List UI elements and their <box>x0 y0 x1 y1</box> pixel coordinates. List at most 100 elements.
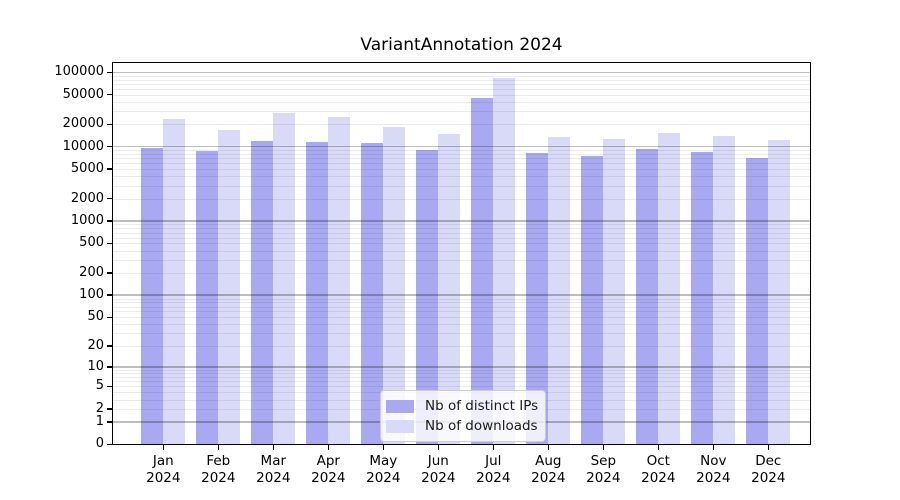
gridline-major <box>113 294 810 296</box>
y-axis-tick <box>106 145 113 148</box>
bar-distinct-ips-apr <box>306 141 329 445</box>
x-tick-label: Jan 2024 <box>131 453 195 487</box>
x-tick-label-year: 2024 <box>201 470 236 487</box>
bar-distinct-ips-aug <box>526 153 549 445</box>
y-axis-tick <box>106 272 113 274</box>
bar-distinct-ips-jan <box>141 148 164 445</box>
gridline-minor <box>113 153 810 155</box>
x-tick-label-year: 2024 <box>366 470 401 487</box>
y-axis-tick <box>106 294 113 296</box>
gridline-minor <box>113 272 810 274</box>
gridline-minor <box>113 369 810 371</box>
gridline-minor <box>113 111 810 113</box>
y-tick-label: 50 <box>87 309 104 325</box>
bar-distinct-ips-sep <box>581 155 604 445</box>
bar-downloads-aug <box>548 136 571 445</box>
x-tick-label-month: Sep <box>590 453 617 470</box>
bar-distinct-ips-jun <box>416 150 439 445</box>
gridline-minor <box>113 302 810 304</box>
x-tick-label-month: May <box>369 453 398 470</box>
bar-downloads-jun <box>438 133 461 445</box>
gridline-minor <box>113 306 810 308</box>
y-axis-tick <box>106 408 113 410</box>
y-axis-tick <box>106 385 113 388</box>
legend-label-downloads: Nb of downloads <box>425 418 538 434</box>
gridline-minor <box>113 381 810 383</box>
x-tick-label-year: 2024 <box>311 470 346 487</box>
gridline-minor <box>113 150 810 152</box>
x-axis-tick <box>767 445 770 451</box>
gridline-major <box>113 220 810 222</box>
x-tick-label-year: 2024 <box>696 470 731 487</box>
x-axis-tick <box>272 445 275 451</box>
x-axis-tick <box>602 445 605 451</box>
x-tick-label: Mar 2024 <box>241 453 305 487</box>
gridline-minor <box>113 228 810 230</box>
x-tick-label: Dec 2024 <box>736 453 800 487</box>
bar-downloads-may <box>383 126 406 445</box>
gridline-minor <box>113 176 810 178</box>
bar-distinct-ips-mar <box>251 140 274 445</box>
gridline-minor <box>113 224 810 226</box>
bar-downloads-feb <box>218 129 241 445</box>
gridline-minor <box>113 101 810 103</box>
y-tick-label: 20000 <box>62 116 104 132</box>
x-axis-tick <box>327 445 330 451</box>
y-axis-tick <box>106 443 113 446</box>
gridline-minor <box>113 88 810 90</box>
gridline-minor <box>113 386 810 388</box>
y-axis-tick <box>106 316 113 318</box>
legend-label-distinct-ips: Nb of distinct IPs <box>425 398 539 414</box>
x-tick-label-year: 2024 <box>421 470 456 487</box>
y-tick-label: 10 <box>87 358 104 374</box>
gridline-minor <box>113 75 810 77</box>
bar-distinct-ips-feb <box>196 150 219 445</box>
x-tick-label-year: 2024 <box>146 470 181 487</box>
x-axis-tick <box>437 445 440 451</box>
y-tick-label: 100 <box>79 287 104 303</box>
gridline-minor <box>113 243 810 245</box>
y-tick-label: 100000 <box>54 64 104 80</box>
x-tick-label: May 2024 <box>351 453 415 487</box>
x-tick-label-month: Jul <box>485 453 502 470</box>
y-tick-label: 200 <box>79 264 104 280</box>
x-tick-label-month: Dec <box>755 453 782 470</box>
gridline-major <box>113 71 810 74</box>
y-tick-label: 2 <box>95 400 104 416</box>
gridline-minor <box>113 185 810 187</box>
gridline-minor <box>113 94 810 96</box>
x-tick-label-year: 2024 <box>586 470 621 487</box>
gridline-minor <box>113 259 810 261</box>
gridline-minor <box>113 317 810 319</box>
y-tick-label: 5000 <box>70 161 104 177</box>
y-axis-tick <box>106 242 113 245</box>
x-tick-label: Apr 2024 <box>296 453 360 487</box>
gridline-major <box>113 145 810 148</box>
x-axis-tick <box>492 445 495 451</box>
x-axis-tick <box>217 445 220 451</box>
y-axis-tick <box>106 93 113 96</box>
x-tick-label: Jul 2024 <box>461 453 525 487</box>
y-axis-tick <box>106 421 113 423</box>
x-tick-label-year: 2024 <box>641 470 676 487</box>
bar-downloads-jan <box>163 119 186 445</box>
bar-distinct-ips-oct <box>636 149 659 445</box>
x-tick-label: Jun 2024 <box>406 453 470 487</box>
gridline-minor <box>113 198 810 200</box>
x-tick-label-month: Jan <box>152 453 174 470</box>
y-axis-tick <box>106 366 113 368</box>
gridline-minor <box>113 169 810 171</box>
gridline-minor <box>113 333 810 335</box>
bar-downloads-apr <box>328 117 351 445</box>
gridline-minor <box>113 373 810 375</box>
x-tick-label-month: Jun <box>427 453 449 470</box>
bar-downloads-mar <box>273 112 296 445</box>
gridline-minor <box>113 124 810 126</box>
bar-downloads-dec <box>768 140 791 445</box>
y-tick-label: 2000 <box>70 190 104 206</box>
legend-swatch-downloads <box>386 419 414 433</box>
bar-distinct-ips-may <box>361 142 384 445</box>
x-tick-label-year: 2024 <box>751 470 786 487</box>
x-tick-label-month: Apr <box>316 453 340 470</box>
